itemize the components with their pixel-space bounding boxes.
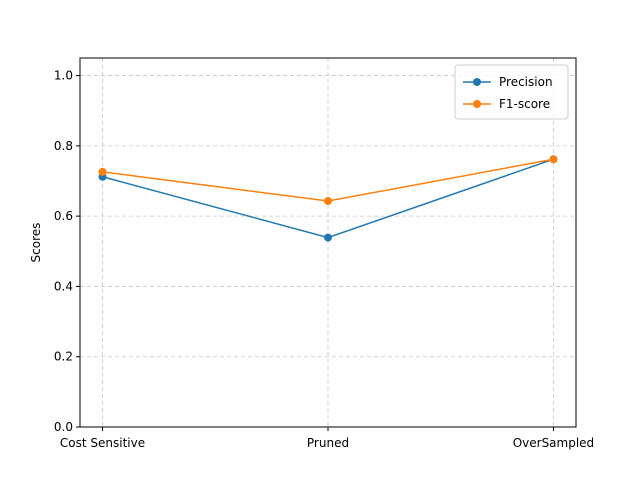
y-tick-label: 0.0 bbox=[54, 420, 73, 434]
series-layer bbox=[98, 155, 558, 242]
precision-point bbox=[324, 233, 332, 242]
y-axis-label: Scores bbox=[29, 223, 43, 263]
f1-score-point bbox=[549, 155, 558, 164]
y-tick-label: 1.0 bbox=[54, 69, 73, 83]
y-tick-label: 0.4 bbox=[54, 279, 73, 293]
legend-label-f1-score: F1-score bbox=[499, 97, 550, 111]
legend: Precision F1-score bbox=[454, 64, 569, 120]
x-tick-label: OverSampled bbox=[513, 436, 594, 450]
x-tick-label: Pruned bbox=[307, 436, 349, 450]
f1-score-point bbox=[324, 197, 332, 206]
legend-label-precision: Precision bbox=[499, 75, 553, 89]
f1-score-point bbox=[98, 167, 107, 176]
legend-marker-f1-score bbox=[473, 100, 481, 108]
y-tick-label: 0.8 bbox=[54, 139, 73, 153]
legend-box bbox=[454, 64, 569, 120]
y-tick-label: 0.2 bbox=[54, 350, 73, 364]
tick-layer: 0.0 0.2 0.4 0.6 0.8 1.0 Cost Sensitive Pruned Ov… bbox=[54, 69, 594, 450]
legend-marker-precision bbox=[473, 78, 481, 86]
x-tick-label: Cost Sensitive bbox=[60, 436, 145, 450]
y-tick-label: 0.6 bbox=[54, 209, 73, 223]
